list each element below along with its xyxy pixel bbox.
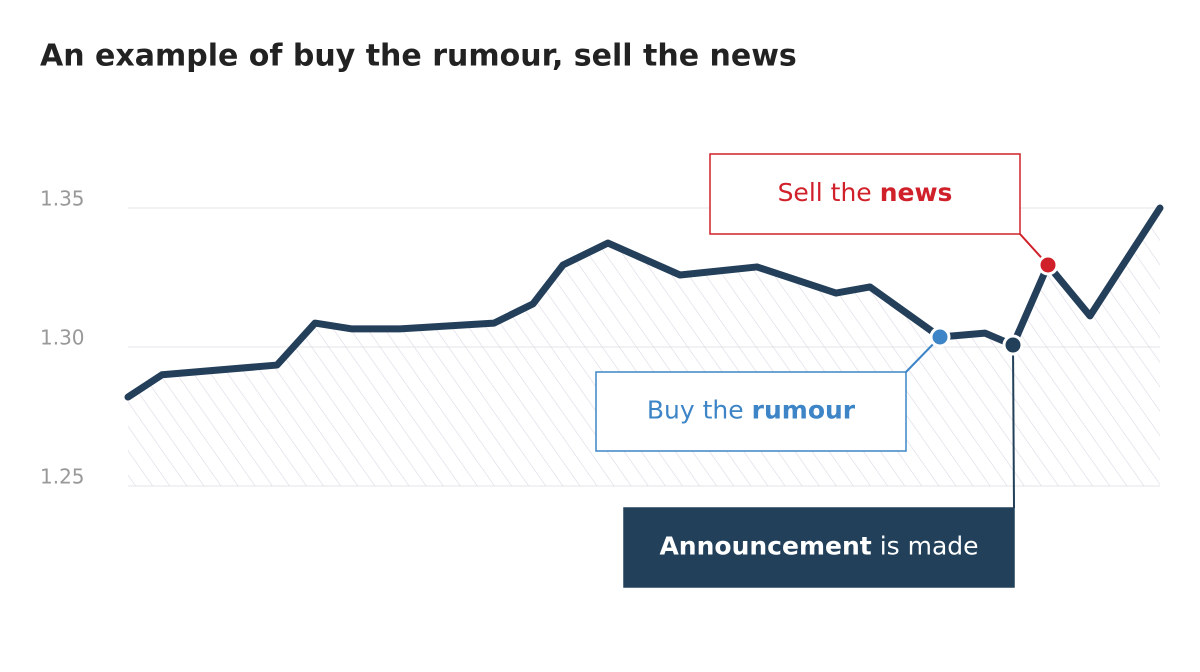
annotation-box (595, 371, 907, 452)
chart-title: An example of buy the rumour, sell the n… (40, 39, 797, 74)
annotation-text: Announcement is made (659, 532, 978, 561)
marker (929, 326, 951, 348)
annotation-part: is made (880, 532, 979, 561)
annotation-part: Buy the (647, 396, 744, 425)
connector (1012, 345, 1015, 509)
y-tick-label: 1.30 (40, 326, 85, 350)
annotation-text: Buy the rumour (647, 396, 856, 425)
annotation-box (709, 153, 1021, 235)
marker (1002, 334, 1024, 356)
annotation-box (623, 507, 1015, 588)
annotation-text: Sell the news (778, 178, 953, 207)
y-tick-label: 1.35 (40, 187, 85, 211)
y-tick-label: 1.25 (40, 465, 85, 489)
marker (1037, 254, 1059, 276)
annotation-part: news (880, 178, 953, 207)
annotation-part: rumour (752, 396, 856, 425)
annotation-part: Announcement (659, 532, 871, 561)
annotation-part: Sell the (778, 178, 872, 207)
